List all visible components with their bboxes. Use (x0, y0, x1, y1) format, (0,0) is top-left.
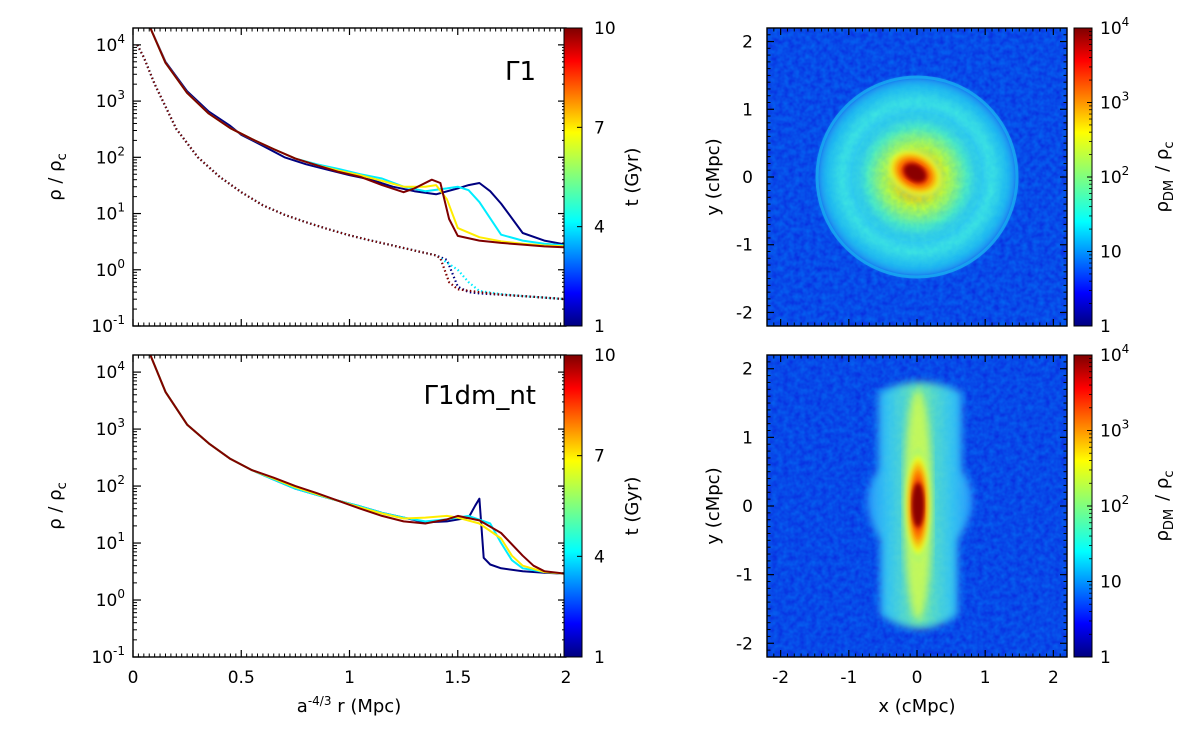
x-axis-label: a-4/3 r (Mpc) (297, 694, 401, 717)
x-tick-label: 2 (1048, 668, 1059, 688)
colorbar-tick-label: 7 (594, 118, 605, 138)
series-line-t1-solid (149, 28, 566, 246)
x-axis-label: x (cMpc) (878, 696, 955, 717)
heatmap-image (767, 355, 1067, 657)
y-tick-label: 10-1 (91, 313, 125, 337)
series-group (149, 355, 566, 575)
axis-ticks: -2 -1 0 1 2 (736, 27, 1068, 327)
y-tick-label: 104 (96, 32, 125, 56)
series-line-t4-solid (149, 28, 566, 247)
colorbar-tick-label: 7 (594, 447, 605, 467)
colorbar-tick-label: 10 (594, 346, 616, 366)
x-tick-label: 0 (128, 668, 139, 688)
heatmap-image (767, 28, 1067, 326)
colorbar-tick-label: 4 (594, 218, 605, 238)
y-tick-label: 10-1 (91, 644, 125, 668)
y-tick-label: 101 (96, 201, 125, 225)
colorbar-tick-label: 103 (1100, 418, 1129, 442)
colorbar-tick-label: 103 (1100, 90, 1129, 114)
colorbar-tick-label: 10 (1100, 243, 1122, 263)
colorbar-tick-label: 1 (594, 648, 605, 668)
y-axis-label: y (cMpc) (703, 138, 724, 215)
colorbar-label: ρDM/ ρc (1152, 470, 1177, 541)
y-tick-label: 1 (742, 428, 753, 448)
colorbar (563, 27, 583, 327)
x-tick-label: 1 (980, 668, 991, 688)
colorbar-tick-label: 1 (1100, 648, 1111, 668)
colorbar-tick-label: 10 (1100, 573, 1122, 593)
y-axis-label: y (cMpc) (703, 467, 724, 544)
y-tick-label: 104 (96, 359, 125, 383)
y-tick-label: 100 (96, 257, 125, 281)
y-tick-label: 100 (96, 587, 125, 611)
colorbar-tick-label: 4 (594, 547, 605, 567)
axis-ticks: 0 0.5 1 1.5 2 10-1 100 101 102 103 104 (91, 355, 571, 688)
y-tick-label: 102 (96, 473, 125, 497)
x-tick-label: 2 (561, 668, 572, 688)
y-tick-label: 0 (742, 168, 753, 188)
colorbar-ticks: 1 10 102 103 104 (1087, 342, 1129, 668)
colorbar-tick-label: 10 (594, 19, 616, 39)
y-tick-label: 0 (742, 497, 753, 517)
x-tick-label: 0 (912, 668, 923, 688)
colorbar-tick-label: 102 (1100, 493, 1129, 517)
series-group (136, 28, 566, 301)
y-axis-label: ρ / ρc (45, 482, 70, 530)
y-tick-label: -1 (736, 236, 753, 256)
panel-top-right: -2 -1 0 1 2 y (cMpc) 1 10 102 103 104 ρDM/ ρc (703, 15, 1177, 337)
y-tick-label: -1 (736, 566, 753, 586)
panel-title: Γ1 (505, 57, 536, 87)
panel-top-left: 10-1 100 101 102 103 104 Γ1 ρ / ρc 1 4 7 10 t (G… (45, 19, 643, 337)
colorbar-tick-label: 104 (1100, 15, 1129, 39)
plot-frame (132, 27, 567, 327)
series-line-t10-solid (149, 28, 566, 249)
x-tick-label: -1 (840, 668, 857, 688)
y-tick-label: 2 (742, 33, 753, 53)
colorbar-tick-label: 102 (1100, 164, 1129, 188)
colorbar (563, 354, 583, 658)
panel-title: Γ1dm_nt (423, 381, 536, 411)
y-axis-label: ρ / ρc (45, 153, 70, 201)
y-tick-label: 101 (96, 530, 125, 554)
colorbar-ticks: 1 4 7 10 (577, 346, 616, 668)
series-line-t10-dotted (136, 44, 566, 301)
colorbar-label: ρDM/ ρc (1152, 141, 1177, 212)
series-line-t10-solid (149, 355, 566, 575)
y-tick-label: -2 (736, 634, 753, 654)
y-tick-label: 103 (96, 416, 125, 440)
x-tick-label: 1.5 (444, 668, 471, 688)
y-tick-label: 2 (742, 360, 753, 380)
axis-ticks: -2 -1 0 1 2 -2 -1 0 1 2 (736, 354, 1068, 688)
x-tick-label: 0.5 (228, 668, 255, 688)
colorbar-ticks: 1 4 7 10 (577, 19, 616, 337)
y-tick-label: 102 (96, 144, 125, 168)
colorbar-label: t (Gyr) (622, 148, 643, 207)
x-tick-label: 1 (344, 668, 355, 688)
colorbar-tick-label: 1 (594, 317, 605, 337)
series-line-t7-solid (149, 28, 566, 248)
axis-ticks: 10-1 100 101 102 103 104 (91, 28, 567, 337)
x-tick-label: -2 (772, 668, 789, 688)
colorbar-ticks: 1 10 102 103 104 (1087, 15, 1129, 337)
y-tick-label: -2 (736, 303, 753, 323)
colorbar-label: t (Gyr) (622, 477, 643, 536)
colorbar-tick-label: 1 (1100, 317, 1111, 337)
y-tick-label: 1 (742, 100, 753, 120)
y-tick-label: 103 (96, 88, 125, 112)
colorbar-tick-label: 104 (1100, 342, 1129, 366)
